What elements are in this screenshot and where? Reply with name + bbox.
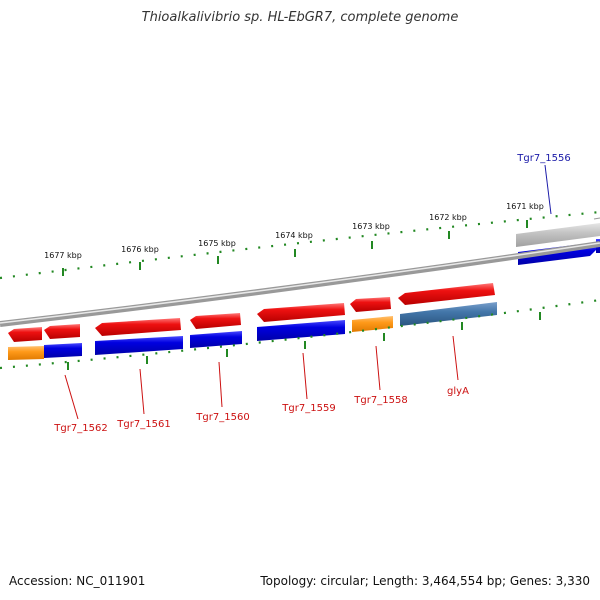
callout-line-tgr7-1560 — [218, 361, 223, 408]
gene-label-tgr7-1561[interactable]: Tgr7_1561 — [116, 419, 170, 430]
gene-tgr7-1560-blue[interactable] — [190, 331, 242, 348]
accession-text: Accession: NC_011901 — [9, 574, 146, 588]
callout-line-glya — [452, 335, 459, 381]
inner-scale-track — [0, 298, 600, 370]
scale-label-1677: 1677 kbp — [44, 251, 82, 260]
forward-genes — [8, 283, 495, 342]
gene-glya-red[interactable] — [398, 283, 495, 305]
gene-tgr7-1561-blue[interactable] — [95, 336, 183, 355]
gene-label-tgr7-1560[interactable]: Tgr7_1560 — [195, 412, 249, 423]
gene-label-tgr7-1558[interactable]: Tgr7_1558 — [353, 395, 407, 406]
genome-summary-text: Topology: circular; Length: 3,464,554 bp… — [260, 574, 590, 588]
gene-tgr7-1562-blue[interactable] — [44, 343, 82, 358]
gene-tgr7-1560-red[interactable] — [190, 313, 241, 329]
genome-backbone — [0, 241, 600, 327]
gene-tgr7-1562-red-a[interactable] — [8, 327, 42, 342]
scale-label-1671: 1671 kbp — [506, 202, 544, 211]
scale-label-1672: 1672 kbp — [429, 213, 467, 222]
scale-label-1673: 1673 kbp — [352, 222, 390, 231]
gene-label-tgr7-1556[interactable]: Tgr7_1556 — [516, 153, 570, 164]
map-title: Thioalkalivibrio sp. HL-EbGR7, complete … — [141, 10, 459, 25]
outer-scale-track — [0, 210, 600, 280]
callout-line-tgr7-1556 — [544, 164, 552, 215]
gene-tgr7-1558-orange[interactable] — [352, 316, 393, 332]
gene-label-tgr7-1559[interactable]: Tgr7_1559 — [281, 403, 335, 414]
scale-label-1674: 1674 kbp — [275, 231, 313, 240]
callout-line-tgr7-1558 — [375, 345, 381, 391]
gene-tgr7-1558-red[interactable] — [350, 297, 391, 312]
callout-line-tgr7-1561 — [139, 368, 145, 415]
gene-glya-steel[interactable] — [400, 302, 497, 326]
scale-label-1675: 1675 kbp — [198, 239, 236, 248]
callout-line-tgr7-1559 — [302, 352, 308, 400]
gene-tgr7-1559-red[interactable] — [257, 303, 345, 322]
scale-label-1676: 1676 kbp — [121, 245, 159, 254]
gene-label-tgr7-1562[interactable]: Tgr7_1562 — [53, 423, 107, 434]
gene-tgr7-1562-orange[interactable] — [8, 346, 44, 360]
gene-tgr7-1562-red-b[interactable] — [44, 324, 80, 339]
gene-label-glya[interactable]: glyA — [447, 386, 469, 397]
gene-row-lower — [8, 302, 497, 360]
callout-line-tgr7-1562 — [64, 374, 79, 420]
gene-tgr7-1561-red[interactable] — [95, 318, 181, 336]
edge-fragment — [593, 217, 600, 220]
gene-tgr7-1559-blue[interactable] — [257, 320, 345, 341]
